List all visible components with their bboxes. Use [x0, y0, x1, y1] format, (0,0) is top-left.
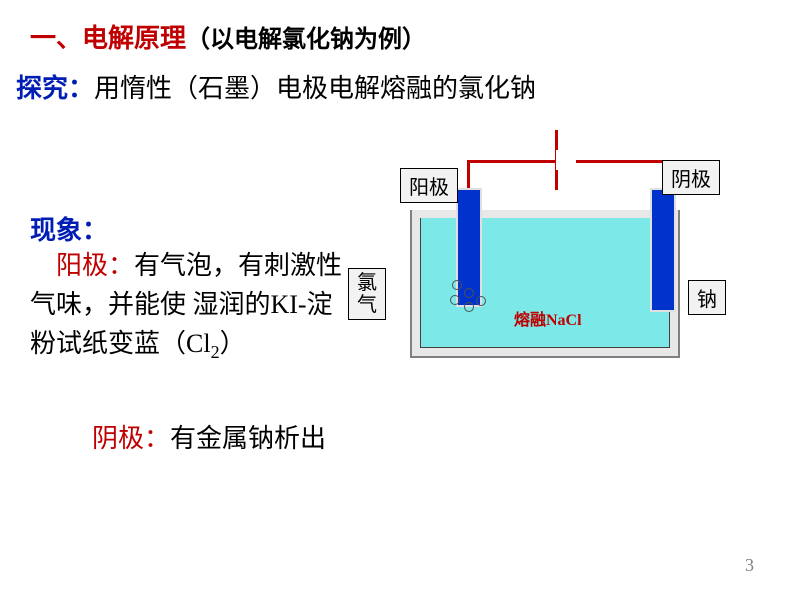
cathode-text-body: 有金属钠析出 — [170, 424, 326, 453]
cathode-observation: 阴极：有金属钠析出 — [92, 418, 326, 455]
inquiry-label: 探究： — [16, 74, 94, 103]
anode-label: 阳极： — [56, 251, 134, 280]
electrolysis-diagram: 阳极 阴极 氯气 钠 熔融NaCl — [380, 130, 780, 390]
bubble-icon — [452, 280, 462, 290]
bubble-icon — [464, 288, 474, 298]
battery-gap — [556, 150, 576, 170]
sodium-label: 钠 — [688, 280, 726, 315]
cathode-box-label: 阴极 — [662, 160, 720, 195]
bubble-icon — [450, 295, 460, 305]
phenomenon-label: 现象： — [30, 210, 108, 247]
anode-box-label: 阳极 — [400, 168, 458, 203]
anode-sub: 2 — [211, 342, 220, 362]
chlorine-gas-label: 氯气 — [348, 268, 386, 320]
cathode-label: 阴极： — [92, 424, 170, 453]
heading-part1: 一、电解原理 — [30, 24, 186, 53]
cathode-electrode — [652, 190, 674, 310]
wire — [467, 160, 555, 163]
inquiry-text: 用惰性（石墨）电极电解熔融的氯化钠 — [94, 74, 536, 103]
page-number: 3 — [745, 555, 754, 576]
wire — [575, 160, 665, 163]
heading-part2: （以电解氯化钠为例） — [186, 27, 426, 53]
inquiry-line: 探究：用惰性（石墨）电极电解熔融的氯化钠 — [16, 68, 536, 105]
bubble-icon — [464, 302, 474, 312]
molten-nacl-label: 熔融NaCl — [514, 306, 582, 330]
bubble-icon — [476, 296, 486, 306]
anode-text-end: ） — [220, 329, 246, 358]
anode-observation: 阳极：有气泡，有刺激性气味，并能使 湿润的KI-淀 粉试纸变蓝（Cl2） — [30, 246, 350, 366]
section-heading: 一、电解原理（以电解氯化钠为例） — [30, 18, 426, 55]
